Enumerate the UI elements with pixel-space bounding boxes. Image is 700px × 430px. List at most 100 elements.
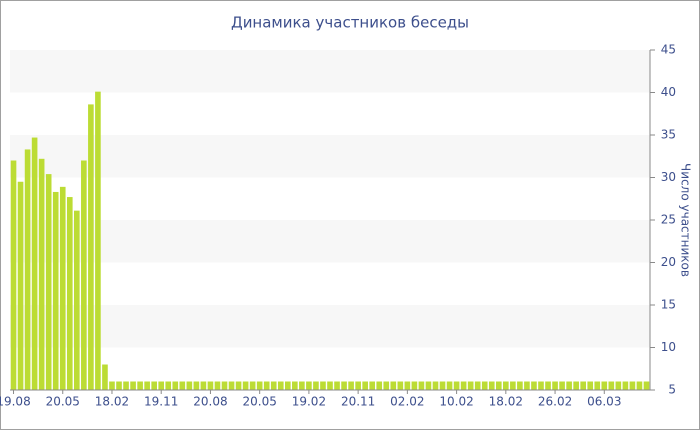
bar [594, 381, 601, 390]
bar [615, 381, 622, 390]
bar [299, 381, 305, 390]
bar [580, 381, 586, 390]
bar [552, 381, 558, 390]
bar [66, 197, 73, 390]
x-tick-label: 18.02 [95, 395, 129, 409]
bar [242, 381, 249, 390]
grid-band [10, 50, 650, 93]
bar [193, 381, 200, 390]
chart-title: Динамика участников беседы [231, 14, 469, 32]
bar [446, 381, 453, 390]
bar [292, 381, 298, 390]
x-tick-label: 20.08 [193, 395, 227, 409]
y-tick-label: 15 [661, 298, 676, 312]
bar [524, 381, 530, 390]
bar [538, 381, 544, 390]
x-tick-label: 06.03 [587, 395, 621, 409]
bar [510, 381, 516, 390]
bar [151, 381, 157, 390]
x-tick-label: 20.11 [341, 395, 375, 409]
bar [306, 381, 312, 390]
bar [327, 381, 333, 390]
bar [221, 381, 228, 390]
x-tick-label: 20.05 [46, 395, 80, 409]
bar [102, 364, 108, 390]
bar [144, 381, 150, 390]
bar [643, 381, 650, 390]
bar [369, 381, 376, 390]
bar [88, 104, 94, 391]
bar [10, 160, 17, 390]
bar [622, 381, 629, 390]
grid-band [10, 305, 650, 348]
grid-band [10, 220, 650, 263]
bar [404, 381, 411, 390]
bar [334, 381, 340, 390]
x-tick-label: 20.05 [242, 395, 276, 409]
bar [313, 381, 319, 390]
bar [320, 381, 326, 390]
bar [348, 381, 354, 390]
bar [123, 381, 129, 390]
bar [362, 381, 368, 390]
bar [172, 381, 179, 390]
bar [186, 381, 193, 390]
bar [474, 381, 481, 390]
bar [116, 381, 122, 390]
bar [24, 149, 31, 390]
bar [179, 381, 186, 390]
bar [235, 381, 242, 390]
y-axis-label: Число участников [679, 163, 693, 277]
bar [453, 381, 460, 390]
y-tick-label: 30 [661, 170, 676, 184]
x-tick-label: 18.02 [489, 395, 523, 409]
bar [81, 160, 87, 390]
bar [376, 381, 383, 390]
bar [636, 381, 643, 390]
y-tick-label: 45 [661, 43, 676, 57]
bar [425, 381, 432, 390]
bar [59, 186, 66, 390]
bar [137, 381, 143, 390]
bar [45, 174, 52, 390]
bar [355, 381, 361, 390]
bar [559, 381, 565, 390]
bar [383, 381, 390, 390]
x-tick-label: 19.02 [292, 395, 326, 409]
bar [130, 381, 136, 390]
y-tick-label: 20 [661, 255, 676, 269]
bar [460, 381, 467, 390]
bar [31, 137, 38, 390]
bar [228, 381, 235, 390]
bar [488, 381, 495, 390]
bar [95, 91, 101, 391]
bar [38, 158, 45, 390]
x-tick-label: 10.02 [439, 395, 473, 409]
bar [52, 191, 59, 390]
bar [573, 381, 579, 390]
bar [256, 381, 263, 390]
x-tick-label: 19.11 [144, 395, 178, 409]
bar [517, 381, 523, 390]
x-tick-label: 02.02 [390, 395, 424, 409]
bar [601, 381, 608, 390]
bar [284, 381, 291, 390]
bar [531, 381, 537, 390]
y-tick-label: 10 [661, 340, 676, 354]
bar [207, 381, 214, 390]
bar [432, 381, 439, 390]
y-tick-label: 5 [668, 383, 676, 397]
x-tick-label: 26.02 [538, 395, 572, 409]
bar [17, 181, 24, 390]
bar [263, 381, 270, 390]
y-tick-label: 35 [661, 128, 676, 142]
bar [411, 381, 418, 390]
bar [629, 381, 636, 390]
bar [495, 381, 502, 390]
y-tick-label: 40 [661, 85, 676, 99]
bar [270, 381, 277, 390]
x-tick-label: 19.08 [0, 395, 31, 409]
bar [109, 381, 115, 390]
bar [214, 381, 221, 390]
